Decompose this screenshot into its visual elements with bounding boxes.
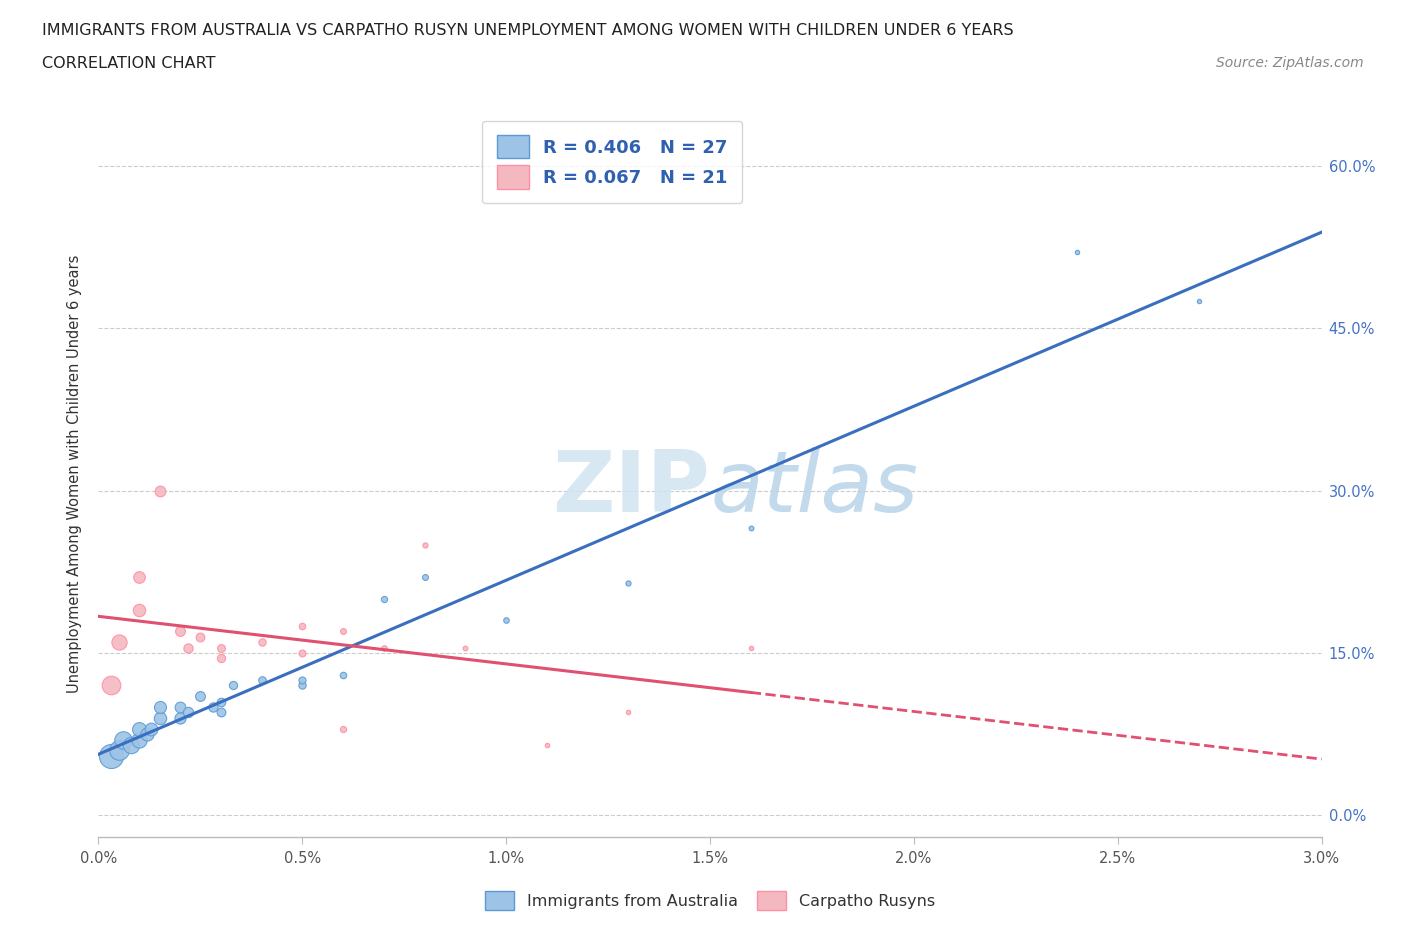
Point [111, 732, 134, 747]
Text: atlas: atlas [710, 447, 918, 530]
Point [209, 694, 232, 709]
Text: IMMIGRANTS FROM AUSTRALIA VS CARPATHO RUSYN UNEMPLOYMENT AMONG WOMEN WITH CHILDR: IMMIGRANTS FROM AUSTRALIA VS CARPATHO RU… [42, 23, 1014, 38]
Text: Source: ZipAtlas.com: Source: ZipAtlas.com [1216, 56, 1364, 70]
Legend: Immigrants from Australia, Carpatho Rusyns: Immigrants from Australia, Carpatho Rusy… [479, 884, 941, 916]
Point [617, 575, 640, 590]
Point [495, 613, 517, 628]
Text: ZIP: ZIP [553, 447, 710, 530]
Point [100, 749, 122, 764]
Point [740, 521, 762, 536]
Point [177, 640, 200, 655]
Point [413, 570, 436, 585]
Point [169, 624, 191, 639]
Point [136, 726, 159, 741]
Point [332, 722, 354, 737]
Point [108, 634, 131, 649]
Point [291, 618, 314, 633]
Point [413, 538, 436, 552]
Point [120, 737, 142, 752]
Point [100, 678, 122, 693]
Point [188, 630, 212, 644]
Text: CORRELATION CHART: CORRELATION CHART [42, 56, 215, 71]
Point [291, 645, 314, 660]
Point [128, 603, 150, 618]
Point [177, 705, 200, 720]
Point [291, 672, 314, 687]
Point [1188, 294, 1211, 309]
Point [169, 699, 191, 714]
Point [454, 640, 477, 655]
Point [250, 672, 273, 687]
Point [201, 699, 224, 714]
Point [332, 624, 354, 639]
Point [149, 699, 172, 714]
Point [141, 722, 163, 737]
Point [149, 711, 172, 725]
Point [222, 678, 245, 693]
Point [149, 483, 172, 498]
Point [536, 737, 558, 752]
Point [373, 591, 395, 606]
Point [250, 634, 273, 649]
Point [209, 705, 232, 720]
Point [108, 743, 131, 758]
Point [291, 678, 314, 693]
Point [1066, 245, 1088, 259]
Point [169, 711, 191, 725]
Point [209, 651, 232, 666]
Point [128, 570, 150, 585]
Point [373, 640, 395, 655]
Point [188, 689, 212, 704]
Y-axis label: Unemployment Among Women with Children Under 6 years: Unemployment Among Women with Children U… [67, 255, 83, 694]
Point [128, 732, 150, 747]
Point [740, 640, 762, 655]
Point [617, 705, 640, 720]
Point [209, 640, 232, 655]
Point [128, 722, 150, 737]
Point [332, 667, 354, 682]
